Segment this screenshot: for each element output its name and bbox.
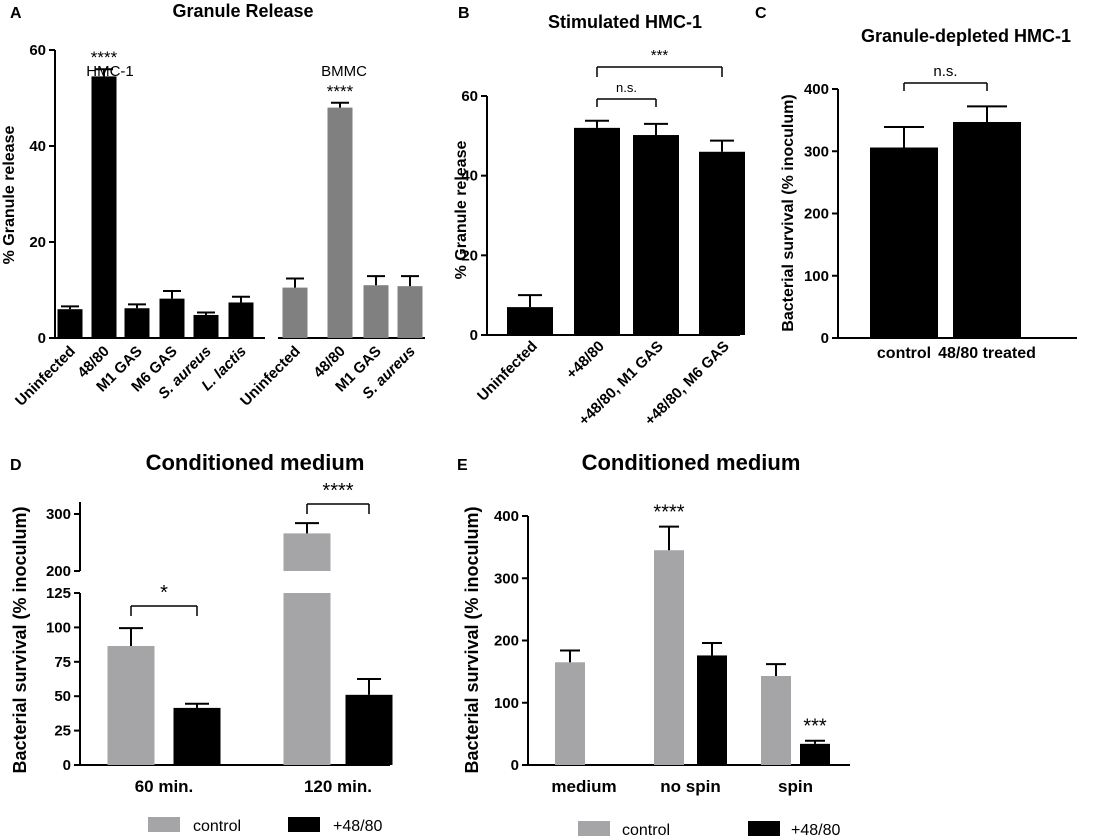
panel-d-title: Conditioned medium [146,450,365,475]
panel-c-title: Granule-depleted HMC-1 [861,26,1071,46]
legend-4880-swatch [748,821,780,836]
panel-e-significance: **** [653,502,684,524]
panel-e-y-tick-label: 0 [511,757,519,774]
panel-b-y-tick-label: 60 [461,88,478,105]
panel-a-y-tick-label: 60 [29,42,46,59]
panel-e-x-tick-label: medium [551,777,616,796]
panel-e-y-tick-label: 100 [494,695,519,712]
panel-b-bar [574,127,620,335]
panel-e-bar [697,655,727,765]
panel-a-bar [363,285,389,338]
panel-b-y-tick-label: 40 [461,168,478,185]
legend-4880-label: +48/80 [333,818,382,835]
panel-a-bar [327,107,353,338]
panel-e-significance: *** [803,716,827,738]
panel-a-y-tick-label: 20 [29,234,46,251]
panel-c-x-tick-label: 48/80 treated [938,345,1036,362]
panel-c-y-tick-label: 0 [821,330,829,347]
panel-e-bar [555,662,585,765]
panel-e-x-tick-label: spin [778,777,813,796]
panel-b-y-tick-label: 20 [461,247,478,264]
panel-e-bar [761,675,791,765]
panel-a-bar [124,308,150,338]
panel-d-lower-y-tick-label: 25 [54,723,71,740]
panel-e-x-tick-label: no spin [660,777,720,796]
panel-d-y-label: Bacterial survival (% inoculum) [10,506,30,773]
legend-4880-label: +48/80 [791,822,840,839]
panel-d-comparison-60-bracket-label: * [160,582,168,604]
panel-e-y-label: Bacterial survival (% inoculum) [462,506,482,773]
panel-a-title: Granule Release [172,1,313,21]
panel-d-x-tick-label: 120 min. [304,777,372,796]
legend-4880-swatch [288,817,320,832]
panel-b-label: B [458,5,470,22]
panel-e-label: E [457,457,468,474]
panel-a-bar [397,286,423,338]
panel-a-label: A [10,5,22,22]
panel-a-x-tick-label: Uninfected [12,343,79,410]
panel-a-y-tick-label: 0 [38,330,46,347]
panel-b-bar [699,151,745,335]
legend-control-swatch [578,821,610,836]
panel-b-x-tick-label: +48/80 [563,338,608,383]
panel-b-bar [507,307,553,335]
panel-d-bar [345,694,393,765]
panel-d-label: D [10,457,22,474]
panel-a-bar [282,287,308,338]
panel-a-bar [193,314,219,338]
panel-b-y-tick-label: 0 [470,327,478,344]
panel-d-lower-y-tick-label: 75 [54,654,71,671]
panel-c-bar [953,121,1021,339]
panel-a-y-tick-label: 40 [29,138,46,155]
panel-a-group-label-bmmc: BMMC [321,63,367,80]
panel-a-group-label-hmc1: HMC-1 [86,63,134,80]
panel-e-bar [654,550,684,765]
panel-d-bar-lower-segment [283,593,331,765]
panel-c-bar [870,147,938,338]
panel-b-bar [633,135,679,335]
panel-c-y-tick-label: 200 [804,206,829,223]
panel-c-comparison-bracket-label: n.s. [933,63,957,80]
panel-d-comparison-120-bracket-label: **** [322,480,353,502]
panel-e-y-tick-label: 300 [494,570,519,587]
legend-control-label: control [622,822,670,839]
panel-a-bar [91,76,117,339]
panel-a-significance: **** [91,48,118,67]
panel-d-upper-y-tick-label: 200 [46,563,71,580]
panel-d-lower-y-tick-label: 100 [46,619,71,636]
legend-control-swatch [148,817,180,832]
panel-c-y-tick-label: 100 [804,268,829,285]
panel-a-bar [228,302,254,338]
panel-d-bar [107,645,155,765]
panel-c-y-tick-label: 300 [804,143,829,160]
panel-b-y-label: % Granule release [453,141,470,280]
panel-d-bar-upper-segment [283,533,331,571]
panel-b-x-tick-label: Uninfected [474,338,541,405]
panel-a-bar [57,309,83,338]
panel-a-bar [159,298,185,338]
panel-c-y-label: Bacterial survival (% inoculum) [780,94,797,331]
panel-d-lower-y-tick-label: 125 [46,585,71,602]
panel-d-lower-y-tick-label: 50 [54,688,71,705]
panel-e-y-tick-label: 200 [494,633,519,650]
panel-d-bar [173,707,221,765]
panel-d-lower-y-tick-label: 0 [63,757,71,774]
panel-c-y-tick-label: 400 [804,81,829,98]
panel-b-comparison-2-bracket-label: *** [651,47,669,64]
panel-c-x-tick-label: control [877,345,931,362]
panel-d-x-tick-label: 60 min. [135,777,194,796]
legend-control-label: control [193,818,241,835]
panel-d-upper-y-tick-label: 300 [46,506,71,523]
panel-e-bar [800,743,830,765]
panel-e-y-tick-label: 400 [494,508,519,525]
panel-c-label: C [755,5,767,22]
panel-a-significance: **** [327,82,354,101]
panel-e-title: Conditioned medium [582,450,801,475]
panel-b-comparison-1-bracket-label: n.s. [616,80,637,95]
panel-a-y-label: % Granule release [1,126,18,265]
panel-b-title: Stimulated HMC-1 [548,12,702,32]
